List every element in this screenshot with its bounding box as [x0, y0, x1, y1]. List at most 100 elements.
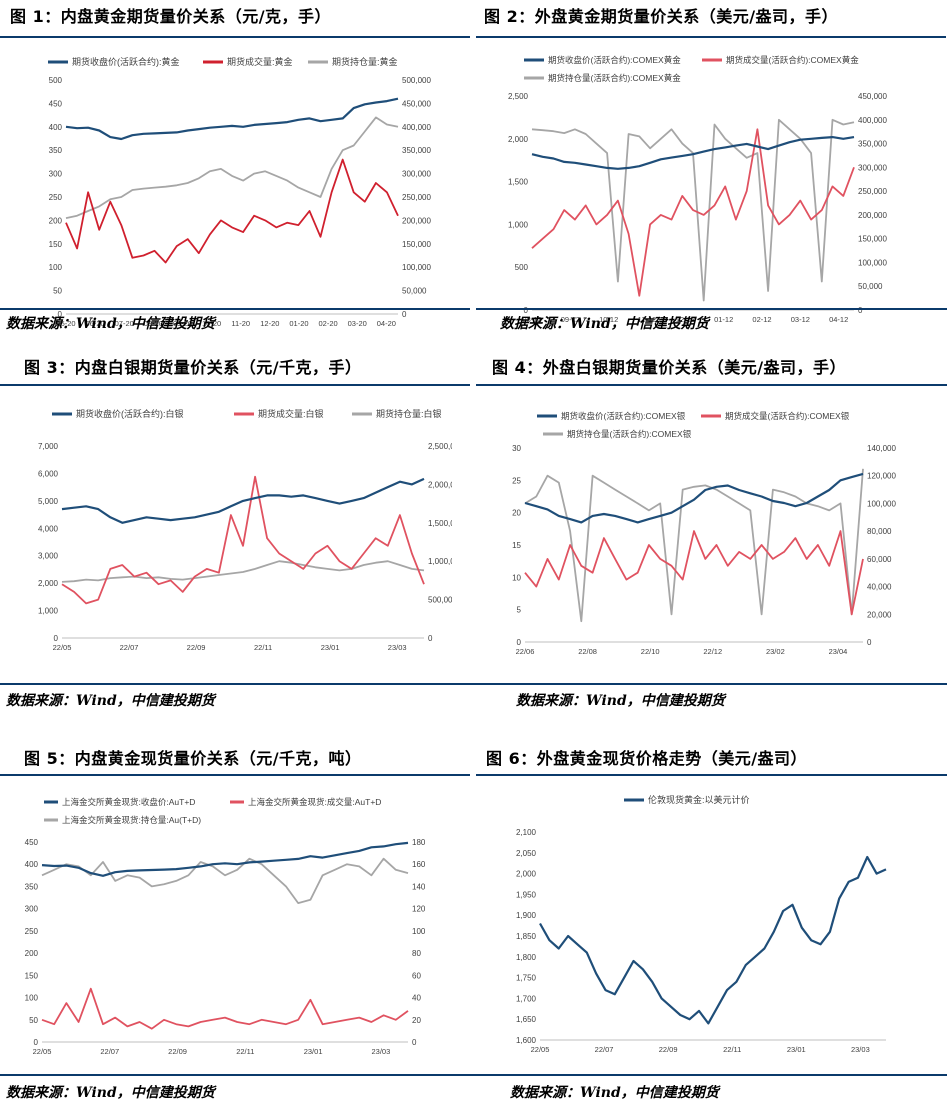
legend-label: 上海金交所黄金现货:持仓量:Au(T+D)	[62, 815, 201, 825]
y-right-tick-label: 50,000	[402, 287, 427, 296]
y-right-tick-label: 250,000	[858, 187, 887, 196]
x-tick-label: 12-20	[260, 319, 279, 327]
y-left-tick-label: 200	[25, 949, 39, 958]
x-tick-label: 23/03	[371, 1047, 390, 1056]
y-left-tick-label: 2,500	[508, 92, 529, 101]
x-tick-label: 22/08	[578, 647, 597, 656]
y-right-tick-label: 350,000	[858, 140, 887, 149]
x-tick-label: 22/09	[659, 1045, 678, 1054]
source-divider	[0, 1074, 947, 1076]
x-tick-label: 22/09	[168, 1047, 187, 1056]
y-left-tick-label: 1,900	[516, 911, 537, 920]
y-left-tick-label: 350	[25, 882, 39, 891]
series-line	[531, 128, 855, 297]
x-tick-label: 11-12	[638, 315, 657, 324]
y-right-tick-label: 350,000	[402, 146, 431, 155]
series-line	[524, 530, 864, 616]
y-left-tick-label: 15	[512, 541, 521, 550]
y-right-tick-label: 300,000	[858, 163, 887, 172]
series-line	[41, 987, 409, 1030]
y-left-tick-label: 0	[524, 306, 529, 315]
y-right-tick-label: 450,000	[858, 92, 887, 101]
y-right-tick-label: 450,000	[402, 99, 431, 108]
y-right-tick-label: 80	[412, 949, 421, 958]
series-line	[41, 857, 409, 904]
x-tick-label: 23/01	[304, 1047, 323, 1056]
x-tick-label: 22/06	[516, 647, 535, 656]
y-right-tick-label: 0	[428, 634, 433, 643]
y-right-tick-label: 50,000	[858, 282, 883, 291]
y-left-tick-label: 1,000	[508, 220, 529, 229]
y-left-tick-label: 2,050	[516, 849, 537, 858]
legend-label: 伦敦现货黄金:以美元计价	[648, 794, 750, 805]
y-left-tick-label: 300	[25, 905, 39, 914]
x-tick-label: 23/01	[787, 1045, 806, 1054]
x-tick-label: 23/01	[321, 643, 340, 652]
y-left-tick-label: 2,000	[516, 870, 537, 879]
y-right-tick-label: 120	[412, 905, 426, 914]
chart-title: 图 4：外盘白银期货量价关系（美元/盎司，手）	[492, 358, 847, 377]
x-tick-label: 22/07	[120, 643, 139, 652]
y-left-tick-label: 350	[49, 146, 63, 155]
y-right-tick-label: 160	[412, 860, 426, 869]
legend-label: 期货持仓量:白银	[376, 408, 442, 419]
y-right-tick-label: 60,000	[867, 555, 892, 564]
y-left-tick-label: 2,100	[516, 828, 537, 837]
legend-label: 期货成交量(活跃合约):COMEX黄金	[726, 55, 859, 65]
y-right-tick-label: 80,000	[867, 527, 892, 536]
source-note: 数据来源：Wind，中信建投期货	[6, 1085, 215, 1101]
legend-label: 期货持仓量(活跃合约):COMEX黄金	[548, 73, 681, 83]
legend-label: 期货成交量:白银	[258, 408, 324, 419]
chart-2: 0 500 1,000 1,500 2,000 2,500 0 50,000 100,000 15…	[508, 55, 888, 324]
legend-label: 期货成交量(活跃合约):COMEX银	[725, 411, 850, 421]
x-tick-label: 10-20	[202, 319, 221, 327]
y-left-tick-label: 1,850	[516, 932, 537, 941]
x-tick-label: 23/03	[851, 1045, 870, 1054]
y-left-tick-label: 400	[25, 860, 39, 869]
legend-label: 期货收盘价(活跃合约):COMEX黄金	[548, 55, 681, 65]
y-right-tick-label: 180	[412, 838, 426, 847]
legend-label: 上海金交所黄金现货:成交量:AuT+D	[248, 797, 381, 807]
y-left-tick-label: 4,000	[38, 524, 59, 533]
x-tick-label: 23/02	[766, 647, 785, 656]
x-tick-label: 22/11	[254, 643, 272, 652]
y-left-tick-label: 500	[515, 263, 529, 272]
y-right-tick-label: 0	[402, 310, 407, 319]
y-left-tick-label: 50	[53, 287, 62, 296]
legend-label: 期货收盘价(活跃合约):白银	[76, 408, 184, 419]
x-tick-label: 22/09	[187, 643, 206, 652]
chart-5: 0 50 100 150 200 250 300 350 400 450 0 20 40 60 80 100 1…	[25, 797, 426, 1056]
y-left-tick-label: 0	[54, 634, 59, 643]
y-right-tick-label: 100,000	[858, 258, 887, 267]
title-divider	[476, 774, 947, 776]
series-line	[65, 158, 399, 264]
y-right-tick-label: 200,000	[402, 216, 431, 225]
source-note: 数据来源：Wind，中信建投期货	[510, 1085, 719, 1101]
y-right-tick-label: 500,000	[402, 76, 431, 85]
x-tick-label: 10-12	[599, 315, 618, 324]
legend-label: 期货收盘价(活跃合约):黄金	[72, 56, 180, 67]
x-tick-label: 22/07	[100, 1047, 119, 1056]
y-left-tick-label: 400	[49, 123, 63, 132]
y-left-tick-label: 1,000	[38, 607, 59, 616]
chart-title: 图 1：内盘黄金期货量价关系（元/克，手）	[10, 7, 332, 26]
source-note: 数据来源：Wind，中信建投期货	[500, 316, 709, 332]
title-divider	[476, 384, 947, 386]
y-right-tick-label: 1,500,000	[428, 519, 452, 528]
y-left-tick-label: 7,000	[38, 442, 59, 451]
source-divider	[0, 683, 947, 685]
y-left-tick-label: 1,650	[516, 1015, 537, 1024]
y-right-tick-label: 400,000	[402, 123, 431, 132]
x-tick-label: 09-12	[561, 315, 580, 324]
y-left-tick-label: 5	[517, 606, 522, 615]
y-right-tick-label: 100,000	[402, 263, 431, 272]
x-tick-label: 08-20	[144, 319, 163, 327]
chart-title: 图 2：外盘黄金期货量价关系（美元/盎司，手）	[484, 7, 839, 26]
legend-label: 期货收盘价(活跃合约):COMEX银	[561, 411, 686, 421]
y-left-tick-label: 100	[49, 263, 63, 272]
y-left-tick-label: 500	[49, 76, 63, 85]
y-right-tick-label: 0	[858, 306, 863, 315]
x-tick-label: 22/05	[33, 1047, 52, 1056]
chart-6: 1,600 1,650 1,700 1,750 1,800 1,850 1,900 1,950…	[516, 794, 887, 1054]
x-tick-label: 22/07	[595, 1045, 614, 1054]
